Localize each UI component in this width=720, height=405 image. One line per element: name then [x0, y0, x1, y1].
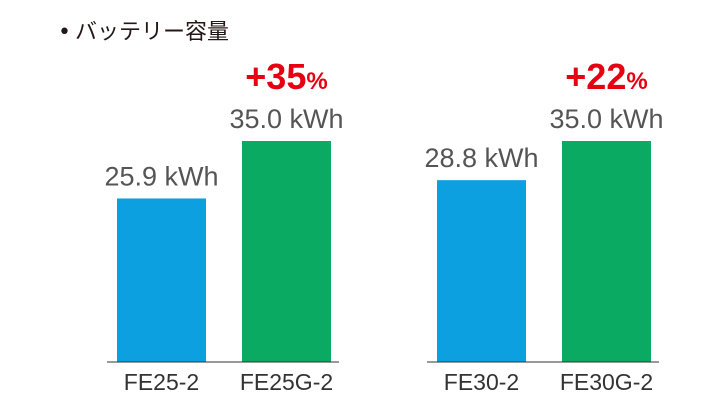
value-label-fe30g-2: 35.0 kWh: [549, 104, 663, 134]
bullet-icon: •: [58, 20, 71, 45]
bar-fe25-2: [117, 198, 206, 362]
value-label-fe30-2: 28.8 kWh: [424, 143, 538, 173]
value-label-fe25g-2: 35.0 kWh: [229, 104, 343, 134]
chart-heading: • バッテリー容量: [58, 14, 229, 46]
category-label-fe25-2: FE25-2: [124, 369, 199, 395]
bar-fe30g-2: [562, 141, 651, 362]
increase-label: +35%: [245, 56, 327, 97]
value-label-fe25-2: 25.9 kWh: [104, 161, 218, 191]
chart-title: バッテリー容量: [74, 20, 229, 45]
category-label-fe25g-2: FE25G-2: [240, 369, 333, 395]
increase-label: +22%: [565, 56, 647, 97]
bar-fe25g-2: [242, 141, 331, 362]
category-label-fe30g-2: FE30G-2: [560, 369, 653, 395]
bar-fe30-2: [437, 180, 526, 362]
category-label-fe30-2: FE30-2: [444, 369, 519, 395]
